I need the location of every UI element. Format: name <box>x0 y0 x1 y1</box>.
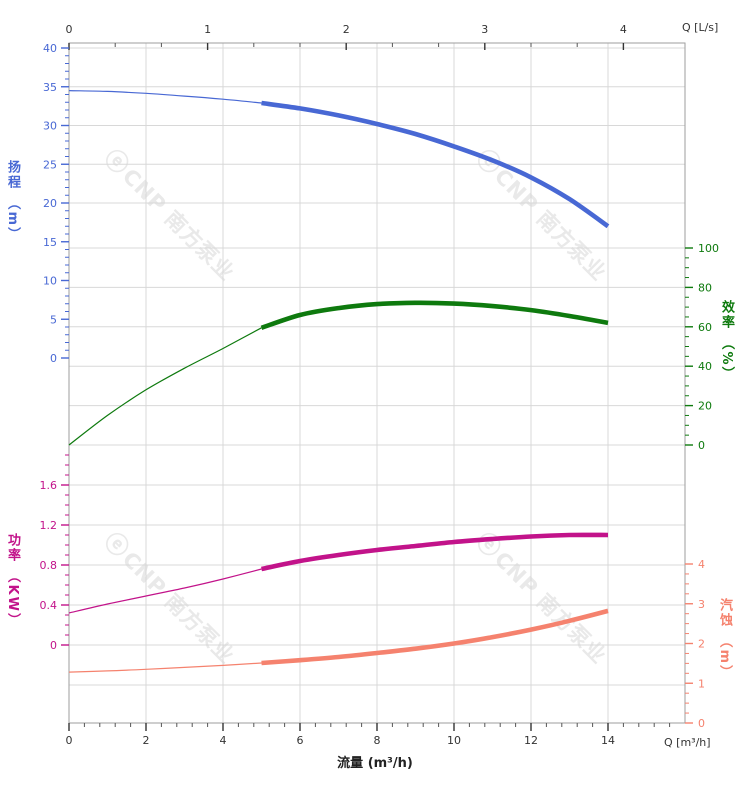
power-curve-thick <box>261 532 609 572</box>
svg-text:0: 0 <box>66 734 73 747</box>
top-axis: 0 1 2 3 4 <box>66 23 627 50</box>
efficiency-curve-thick <box>260 300 609 330</box>
efficiency-axis: 100 80 60 40 20 0 <box>685 242 719 452</box>
head-axis: 40 35 30 25 20 15 10 5 0 <box>43 42 69 365</box>
svg-text:30: 30 <box>43 120 57 133</box>
svg-text:5: 5 <box>50 313 57 326</box>
svg-text:20: 20 <box>43 197 57 210</box>
power-axis-title: 功率 （KW） <box>5 533 20 628</box>
svg-text:2: 2 <box>143 734 150 747</box>
npsh-axis: 4 3 2 1 0 <box>685 558 705 730</box>
svg-text:10: 10 <box>447 734 461 747</box>
top-axis-unit-label: Q [L/s] <box>682 21 719 34</box>
svg-text:0: 0 <box>50 352 57 365</box>
svg-text:1.6: 1.6 <box>40 479 58 492</box>
svg-text:80: 80 <box>698 281 712 294</box>
svg-text:0: 0 <box>50 639 57 652</box>
svg-text:15: 15 <box>43 236 57 249</box>
svg-text:0.8: 0.8 <box>40 559 58 572</box>
npsh-axis-title: 汽蚀 （m） <box>717 598 732 681</box>
efficiency-axis-title: 效率 （%） <box>719 300 734 382</box>
svg-text:40: 40 <box>43 42 57 55</box>
flow-axis-title: 流量 (m³/h) <box>337 756 413 771</box>
svg-text:6: 6 <box>297 734 304 747</box>
npsh-curve-thin <box>68 662 262 673</box>
power-axis: 1.6 1.2 0.8 0.4 0 <box>40 454 69 652</box>
svg-text:60: 60 <box>698 321 712 334</box>
svg-text:4: 4 <box>698 558 705 571</box>
svg-text:4: 4 <box>620 23 627 36</box>
svg-text:12: 12 <box>524 734 538 747</box>
head-curve-thick <box>261 100 610 229</box>
svg-text:3: 3 <box>698 598 705 611</box>
svg-text:1: 1 <box>698 677 705 690</box>
svg-text:3: 3 <box>481 23 488 36</box>
efficiency-curve-thin <box>68 327 262 446</box>
svg-text:8: 8 <box>374 734 381 747</box>
svg-text:25: 25 <box>43 158 57 171</box>
gridlines <box>69 43 685 723</box>
power-curve <box>68 532 609 614</box>
svg-text:100: 100 <box>698 242 719 255</box>
svg-text:14: 14 <box>601 734 615 747</box>
svg-text:10: 10 <box>43 275 57 288</box>
head-curve <box>68 90 610 229</box>
bottom-axis-unit-label: Q [m³/h] <box>664 736 711 749</box>
efficiency-curve <box>68 300 609 446</box>
svg-text:0.4: 0.4 <box>40 599 58 612</box>
svg-text:20: 20 <box>698 400 712 413</box>
svg-text:0: 0 <box>698 439 705 452</box>
svg-text:1.2: 1.2 <box>40 519 58 532</box>
svg-text:0: 0 <box>66 23 73 36</box>
svg-text:2: 2 <box>343 23 350 36</box>
svg-text:0: 0 <box>698 717 705 730</box>
svg-text:35: 35 <box>43 81 57 94</box>
head-curve-thin <box>68 90 262 104</box>
head-axis-title: 扬程 （m） <box>5 160 20 243</box>
svg-text:4: 4 <box>220 734 227 747</box>
svg-text:2: 2 <box>698 638 705 651</box>
npsh-curve <box>68 608 609 673</box>
svg-text:40: 40 <box>698 360 712 373</box>
bottom-axis: 0 2 4 6 8 10 12 14 <box>66 723 671 747</box>
power-curve-thin <box>68 568 262 614</box>
npsh-curve-thick <box>261 608 609 666</box>
svg-text:1: 1 <box>204 23 211 36</box>
